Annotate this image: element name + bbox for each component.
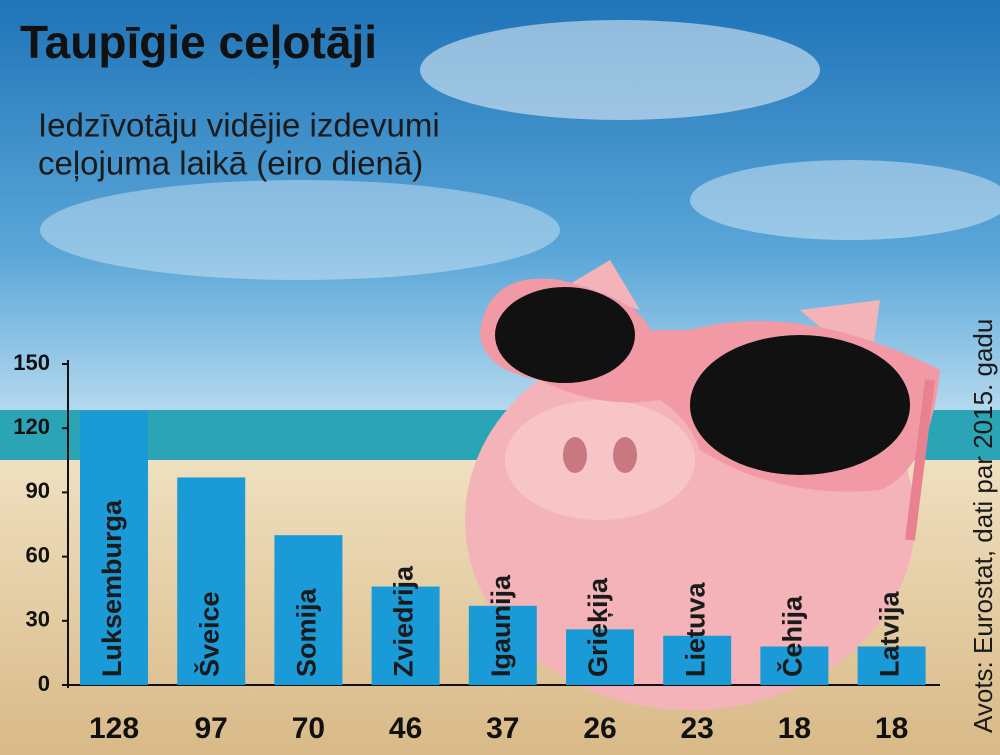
value-label: 23 xyxy=(681,712,714,745)
value-label: 26 xyxy=(583,712,616,745)
cloud xyxy=(40,180,560,280)
bar xyxy=(371,586,440,685)
bar xyxy=(274,535,343,685)
chart-title: Taupīgie ceļotāji xyxy=(20,16,377,69)
category-label: Luksemburga xyxy=(97,499,127,677)
value-label: 128 xyxy=(89,712,139,745)
value-label: 18 xyxy=(875,712,908,745)
bar xyxy=(663,635,732,685)
y-tick-label: 120 xyxy=(13,414,50,439)
value-label: 46 xyxy=(389,712,422,745)
piggy-bank xyxy=(465,260,940,710)
bar xyxy=(857,646,926,685)
bar xyxy=(566,629,634,685)
chart-subtitle: Iedzīvotāju vidējie izdevumi xyxy=(38,107,440,144)
category-label: Čehija xyxy=(777,595,808,677)
cloud xyxy=(690,160,1000,240)
category-label: Lietuva xyxy=(680,581,710,677)
category-label: Somija xyxy=(292,587,322,677)
value-label: 97 xyxy=(195,712,228,745)
source: Avots: Eurostat, dati par 2015. gadu xyxy=(968,319,998,733)
y-tick-label: 150 xyxy=(13,350,50,375)
bar xyxy=(468,605,537,685)
category-label: Zviedrija xyxy=(389,565,419,677)
bar xyxy=(80,411,148,685)
value-label: 18 xyxy=(778,712,811,745)
y-tick-label: 0 xyxy=(38,671,50,696)
bar xyxy=(177,477,246,685)
bar xyxy=(760,646,829,685)
y-tick-label: 90 xyxy=(26,478,50,503)
value-label: 70 xyxy=(292,712,325,745)
y-tick-label: 30 xyxy=(26,607,50,632)
category-label: Šveice xyxy=(193,591,224,677)
category-label: Igaunija xyxy=(486,574,516,677)
category-label: Grieķija xyxy=(583,577,613,677)
y-tick-label: 60 xyxy=(26,542,50,567)
cloud xyxy=(420,20,820,120)
chart-subtitle: ceļojuma laikā (eiro dienā) xyxy=(38,145,423,182)
category-label: Latvija xyxy=(875,590,905,677)
value-label: 37 xyxy=(486,712,519,745)
